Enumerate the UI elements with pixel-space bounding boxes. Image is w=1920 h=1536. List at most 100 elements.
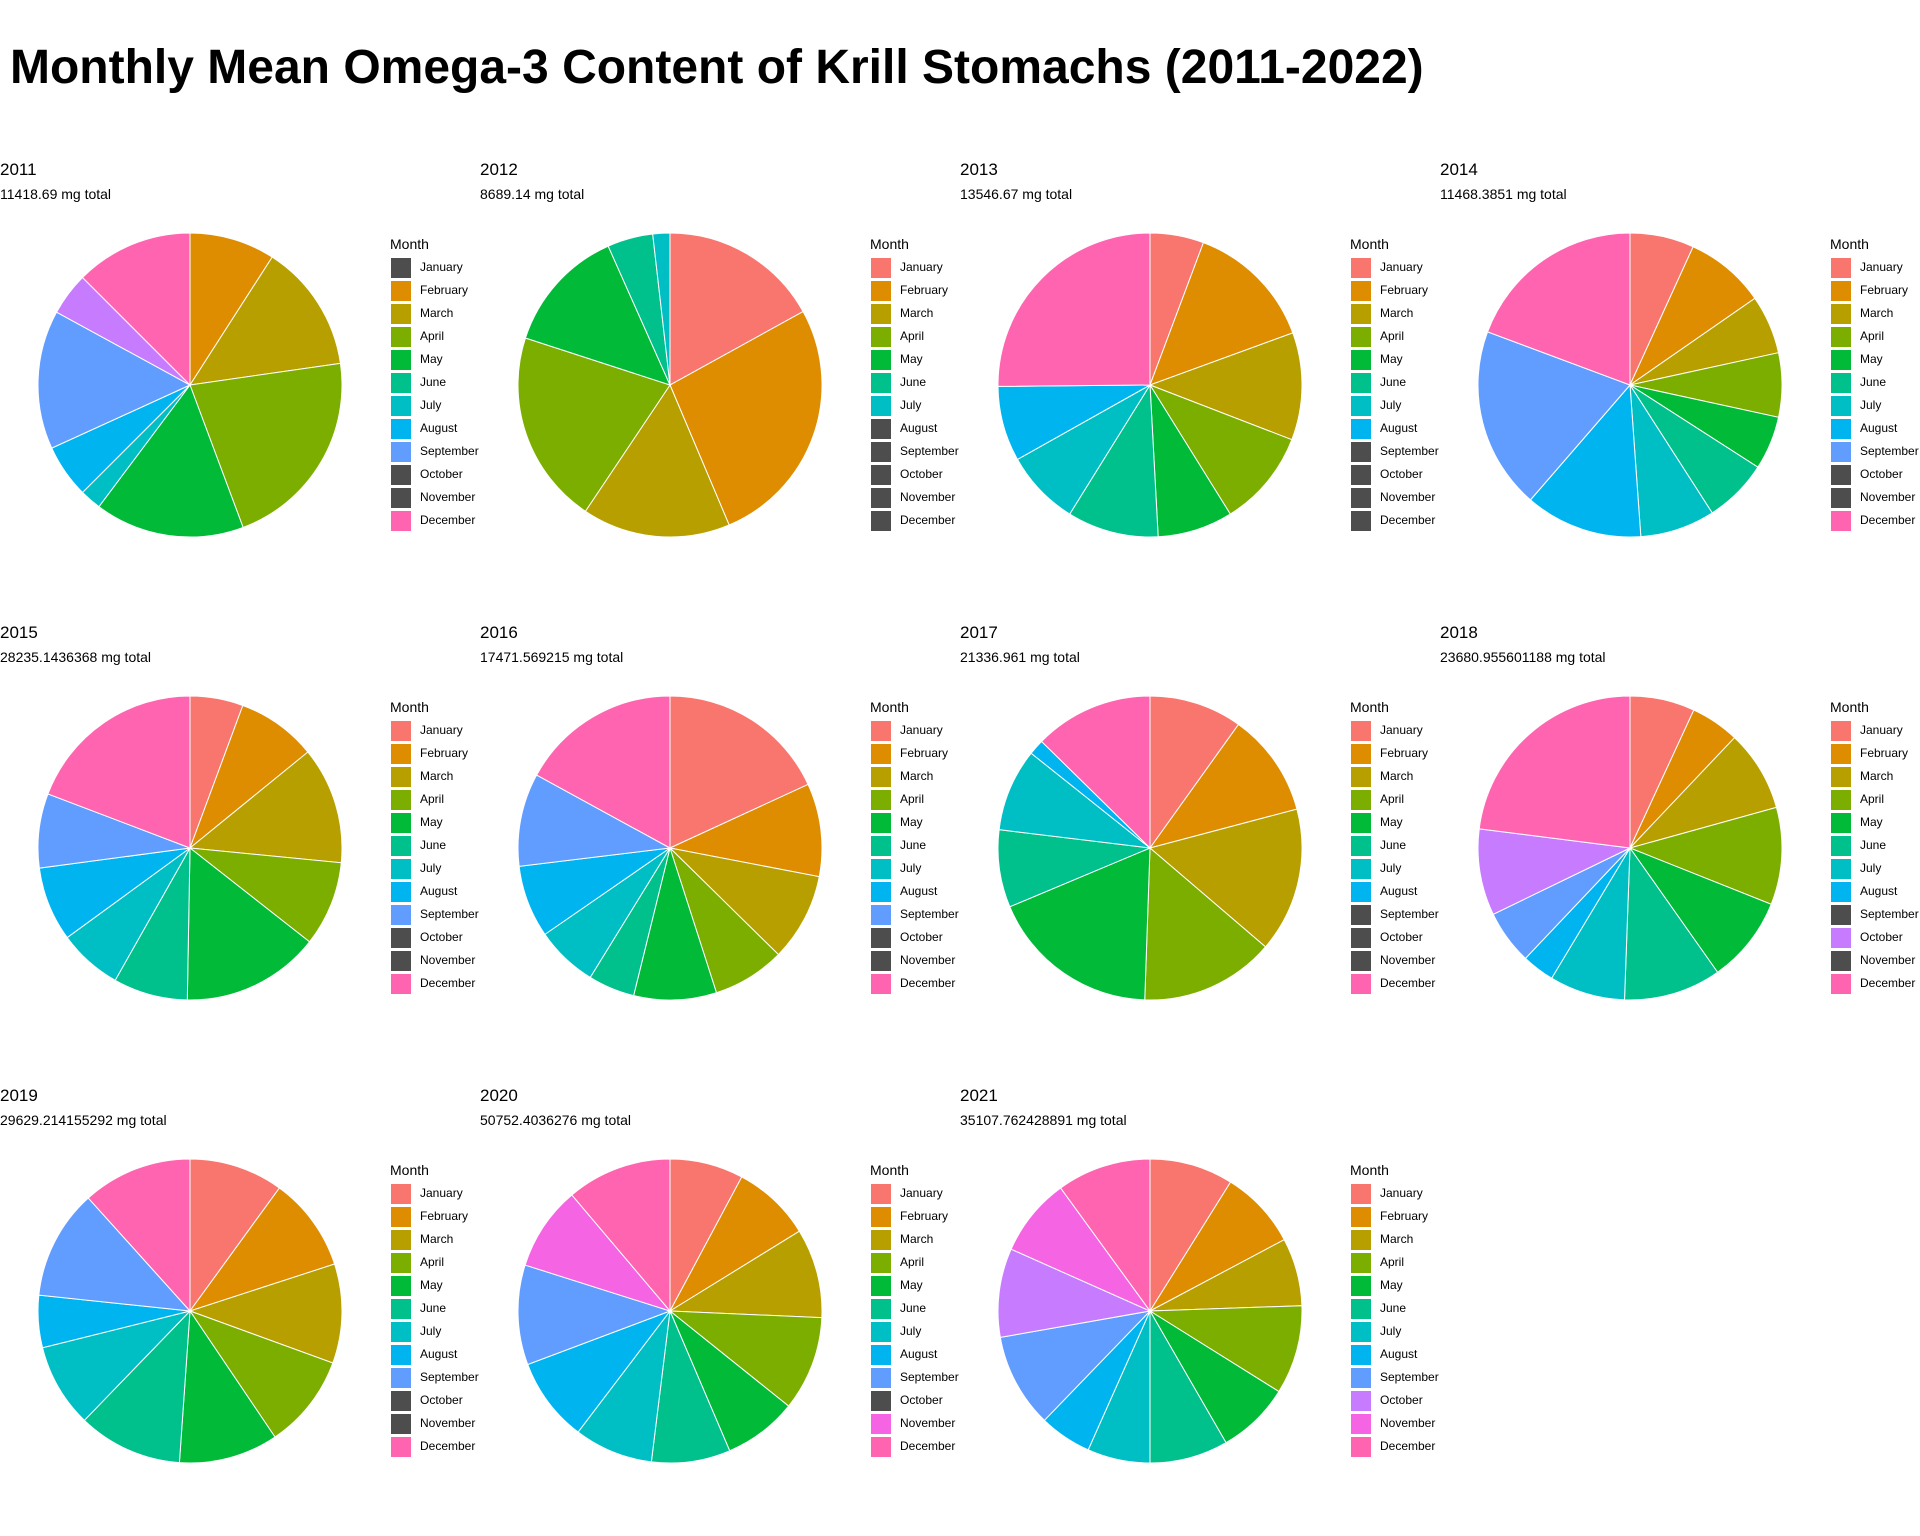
legend-item: December xyxy=(390,509,480,532)
legend-swatch xyxy=(871,465,891,485)
legend-label: September xyxy=(1860,907,1919,921)
pie-slice-may xyxy=(178,1309,276,1464)
legend-item: November xyxy=(1350,949,1440,972)
legend-label: October xyxy=(420,1393,463,1407)
legend-label: October xyxy=(900,930,943,944)
legend-title: Month xyxy=(390,1162,429,1178)
pie-slice-may xyxy=(1628,846,1772,973)
legend-label: February xyxy=(900,283,949,297)
legend-swatch xyxy=(1351,836,1371,856)
pie-panel-2017: 2017 21336.961 mg total Month January Februa… xyxy=(960,623,1440,1073)
legend-label: February xyxy=(1380,283,1429,297)
legend-label: January xyxy=(420,260,463,274)
legend-label: December xyxy=(1380,1439,1436,1453)
legend-label: October xyxy=(420,930,463,944)
legend-item: January xyxy=(390,719,480,742)
legend-swatch xyxy=(391,721,411,741)
legend-swatch xyxy=(871,859,891,879)
legend-item: April xyxy=(390,325,480,348)
legend-swatch xyxy=(871,974,891,994)
legend-label: August xyxy=(420,884,458,898)
legend-swatch xyxy=(1351,1253,1371,1273)
legend-item: June xyxy=(1830,834,1920,857)
legend-label: August xyxy=(900,884,938,898)
legend-swatch xyxy=(391,1230,411,1250)
pie-slice-april xyxy=(188,847,342,943)
pie-slice-september xyxy=(517,1264,672,1366)
legend-label: September xyxy=(900,1370,959,1384)
pie-slice-april xyxy=(668,1310,823,1407)
legend-item: February xyxy=(1350,742,1440,765)
legend-item: January xyxy=(1830,256,1920,279)
legend-label: October xyxy=(1860,930,1903,944)
legend-item: July xyxy=(390,1320,480,1343)
legend-swatch xyxy=(1351,442,1371,462)
legend: Month January February March April May June Jul… xyxy=(390,699,480,995)
legend-item: February xyxy=(390,1205,480,1228)
pie-slice-may xyxy=(98,383,244,538)
pie-slice-august xyxy=(527,1309,672,1433)
legend-swatch xyxy=(871,1322,891,1342)
legend-swatch xyxy=(871,1276,891,1296)
legend-swatch xyxy=(871,281,891,301)
pie-slice-december xyxy=(997,232,1151,387)
legend-label: November xyxy=(1380,490,1436,504)
legend-item: February xyxy=(870,279,960,302)
legend-item: September xyxy=(870,440,960,463)
legend-item: August xyxy=(1350,1343,1440,1366)
panel-subtitle: 21336.961 mg total xyxy=(960,649,1080,665)
pie-slice-september xyxy=(1477,331,1631,501)
legend-item: May xyxy=(1830,348,1920,371)
legend-label: November xyxy=(420,1416,476,1430)
legend-label: January xyxy=(900,260,943,274)
panel-subtitle: 35107.762428891 mg total xyxy=(960,1112,1127,1128)
legend-label: May xyxy=(900,352,923,366)
legend-item: June xyxy=(1350,834,1440,857)
legend-item: February xyxy=(1830,742,1920,765)
legend-item: September xyxy=(1830,440,1920,463)
legend-title: Month xyxy=(870,1162,909,1178)
legend-swatch xyxy=(871,1414,891,1434)
legend-label: October xyxy=(1380,1393,1423,1407)
pie-slice-march xyxy=(188,751,343,864)
legend-swatch xyxy=(391,1368,411,1388)
legend-item: May xyxy=(870,811,960,834)
legend-swatch xyxy=(1351,1276,1371,1296)
legend-label: March xyxy=(1380,769,1414,783)
panel-subtitle: 13546.67 mg total xyxy=(960,186,1073,202)
legend-item: June xyxy=(1830,371,1920,394)
legend-item: June xyxy=(870,834,960,857)
pie-chart xyxy=(517,1158,823,1464)
pie-chart xyxy=(517,232,823,538)
legend-item: May xyxy=(390,1274,480,1297)
legend-swatch xyxy=(1351,859,1371,879)
legend-swatch xyxy=(1351,905,1371,925)
legend-item: September xyxy=(390,903,480,926)
pie-panel-2019: 2019 29629.214155292 mg total Month January… xyxy=(0,1086,480,1536)
legend-label: May xyxy=(420,1278,443,1292)
legend-item: April xyxy=(1830,788,1920,811)
pie-slice-december xyxy=(1478,695,1631,849)
legend-swatch xyxy=(1831,767,1851,787)
pie-slice-march xyxy=(668,847,820,956)
legend-swatch xyxy=(391,767,411,787)
legend-label: July xyxy=(1860,861,1882,875)
legend-item: February xyxy=(390,279,480,302)
legend-item: April xyxy=(870,1251,960,1274)
pie-slice-march xyxy=(1148,808,1303,948)
legend-label: June xyxy=(420,1301,447,1315)
pie-slice-may xyxy=(186,846,311,1001)
legend-item: September xyxy=(390,1366,480,1389)
legend-label: November xyxy=(420,490,476,504)
legend-item: November xyxy=(870,1412,960,1435)
legend-label: April xyxy=(420,1255,445,1269)
legend-label: March xyxy=(1860,306,1894,320)
pie-panel-2020: 2020 50752.4036276 mg total Month January Fe… xyxy=(480,1086,960,1536)
legend-swatch xyxy=(871,1230,891,1250)
panel-title: 2016 xyxy=(480,623,518,642)
legend-item: April xyxy=(1350,788,1440,811)
legend-label: November xyxy=(1860,490,1916,504)
legend-label: December xyxy=(900,1439,956,1453)
legend-label: February xyxy=(420,1209,469,1223)
legend-item: September xyxy=(1830,903,1920,926)
